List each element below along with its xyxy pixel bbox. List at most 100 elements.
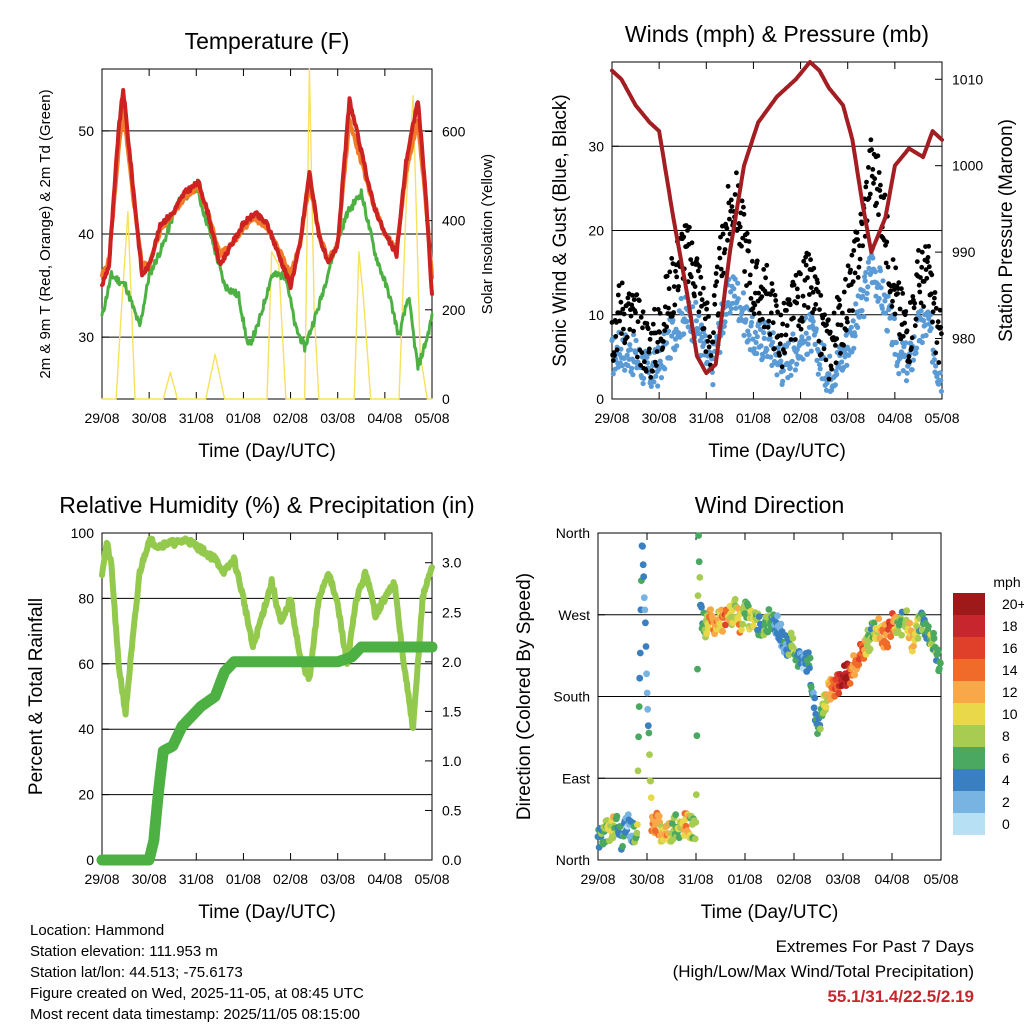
- wind-point: [761, 335, 767, 341]
- wind-point: [750, 336, 756, 342]
- x-tick-label: 02/08: [273, 871, 308, 887]
- wind-point: [863, 269, 869, 276]
- wind-point: [859, 308, 865, 314]
- wind-point: [728, 289, 734, 295]
- wind-point: [731, 286, 737, 292]
- direction-point: [729, 619, 737, 627]
- humidity-line: [99, 535, 435, 731]
- wind-point: [702, 333, 708, 339]
- colorbar-swatch: [953, 703, 985, 725]
- gust-point: [855, 275, 861, 280]
- wind-point: [669, 333, 675, 339]
- gust-point: [716, 311, 721, 316]
- direction-point: [646, 751, 653, 758]
- gust-point: [650, 321, 656, 327]
- gust-point: [841, 289, 847, 295]
- x-tick-label: 29/08: [84, 871, 119, 887]
- gust-point: [692, 293, 697, 299]
- gust-point: [618, 299, 624, 305]
- gust-point: [631, 297, 637, 303]
- gust-point: [826, 376, 832, 382]
- gust-point: [867, 191, 873, 197]
- wind-point: [674, 343, 680, 349]
- direction-point: [918, 626, 926, 634]
- gust-point: [648, 374, 654, 380]
- wind-point: [625, 362, 631, 369]
- gust-point: [833, 343, 838, 348]
- gust-point: [892, 311, 898, 317]
- gust-point: [811, 265, 817, 271]
- y-tick-label: North: [556, 525, 590, 541]
- gust-point: [925, 255, 931, 260]
- gust-point: [784, 308, 789, 313]
- wind-point: [844, 362, 850, 368]
- gust-point: [805, 275, 810, 281]
- gust-point: [713, 283, 718, 289]
- extremes-box: Extremes For Past 7 Days (High/Low/Max W…: [673, 934, 974, 1009]
- direction-point: [787, 629, 795, 637]
- gust-point: [742, 269, 747, 274]
- colorbar-label: 0: [1002, 816, 1010, 832]
- gust-point: [703, 349, 709, 354]
- wind-point: [695, 326, 701, 332]
- y-axis-label: 2m & 9m T (Red, Orange) & 2m Td (Green): [37, 89, 54, 378]
- direction-point: [850, 652, 857, 659]
- wind-point: [879, 305, 885, 311]
- gust-point: [746, 239, 752, 244]
- wind-point: [727, 310, 733, 316]
- wind-point: [764, 347, 770, 353]
- wind-point: [851, 345, 857, 351]
- gust-point: [821, 346, 827, 352]
- gust-point: [921, 304, 926, 309]
- wind-point: [741, 332, 747, 338]
- y-right-tick-label: 0.5: [442, 802, 462, 818]
- wind-point: [787, 365, 793, 371]
- wind-point: [850, 318, 856, 324]
- gust-point: [882, 192, 888, 198]
- y-tick-label: West: [558, 607, 590, 623]
- direction-point: [810, 704, 818, 712]
- y-right-tick-label: 990: [952, 244, 976, 260]
- gust-point: [845, 263, 851, 269]
- x-tick-label: 05/08: [414, 871, 449, 887]
- y-right-tick-label: 600: [442, 123, 466, 139]
- direction-point: [655, 812, 663, 820]
- gust-point: [741, 204, 746, 210]
- gust-point: [662, 328, 668, 333]
- x-tick-label: 03/08: [825, 871, 860, 887]
- x-tick-label: 05/08: [923, 871, 958, 887]
- colorbar-label: 6: [1002, 750, 1010, 766]
- gust-point: [638, 362, 643, 368]
- gust-point: [713, 271, 719, 276]
- y-tick-label: 20: [588, 223, 604, 239]
- chart-title: Wind Direction: [695, 492, 845, 518]
- gust-point: [852, 270, 858, 276]
- y-tick-label: 30: [78, 329, 94, 345]
- direction-point: [634, 821, 641, 828]
- gust-point: [912, 300, 918, 306]
- gust-point: [866, 165, 871, 170]
- gust-point: [661, 339, 666, 344]
- wind-point: [684, 318, 690, 324]
- dewpoint-line: [100, 184, 434, 371]
- gust-point: [841, 342, 846, 348]
- wind-point: [746, 332, 752, 338]
- direction-point: [634, 767, 642, 775]
- wind-point: [648, 383, 654, 389]
- y-right-tick-label: 200: [442, 302, 466, 318]
- gust-point: [613, 334, 619, 339]
- gust-point: [930, 319, 935, 325]
- direction-point: [624, 811, 632, 819]
- gust-point: [916, 282, 922, 288]
- direction-point: [694, 592, 702, 599]
- wind-point: [790, 331, 796, 337]
- gust-point: [883, 260, 889, 266]
- direction-point: [675, 834, 683, 842]
- gust-point: [614, 347, 620, 353]
- x-tick-label: 31/08: [678, 871, 713, 887]
- direction-point: [639, 543, 646, 550]
- y-tick-label: 30: [588, 138, 604, 154]
- gust-point: [761, 267, 767, 272]
- gust-point: [787, 302, 793, 308]
- gust-point: [838, 322, 844, 328]
